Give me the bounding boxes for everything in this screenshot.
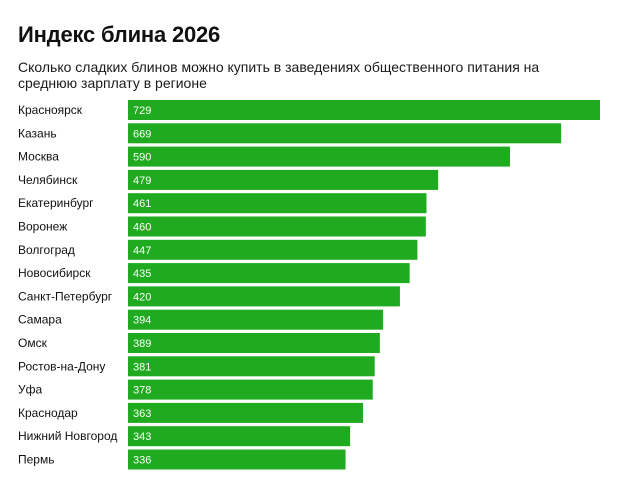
value-label: 447 <box>133 245 151 257</box>
category-label: Челябинск <box>18 173 78 187</box>
value-label: 343 <box>133 431 151 443</box>
value-label: 420 <box>133 291 151 303</box>
bar <box>128 239 418 260</box>
value-label: 363 <box>133 408 151 420</box>
category-label: Самара <box>18 313 62 327</box>
value-label: 729 <box>133 105 151 117</box>
category-label: Пермь <box>18 453 54 467</box>
bar <box>128 333 380 353</box>
bar-row: Уфа 378 <box>18 379 373 400</box>
bar <box>128 379 373 400</box>
bar-row: Казань 669 <box>18 123 562 144</box>
category-label: Ростов-на-Дону <box>18 359 105 373</box>
bar-row: Самара 394 <box>18 309 384 330</box>
value-label: 336 <box>133 455 151 467</box>
category-label: Волгоград <box>18 243 75 257</box>
category-label: Екатеринбург <box>18 196 94 210</box>
category-label: Омск <box>18 336 48 350</box>
value-label: 378 <box>133 385 151 397</box>
chart-subtitle: Сколько сладких блинов можно купить в за… <box>18 59 540 91</box>
bar <box>128 193 427 214</box>
bar-row: Пермь 336 <box>18 449 346 470</box>
bars-group: Красноярск 729 Казань 669 Москва 590 Челябинск… <box>18 100 600 470</box>
bar-row: Санкт-Петербург 420 <box>18 286 400 307</box>
category-label: Краснодар <box>18 406 78 420</box>
value-label: 479 <box>133 175 151 187</box>
bar-row: Челябинск 479 <box>18 169 439 190</box>
bar-row: Ростов-на-Дону 381 <box>18 356 375 377</box>
category-label: Нижний Новгород <box>18 429 117 443</box>
value-label: 669 <box>133 128 151 140</box>
value-label: 460 <box>133 222 151 234</box>
bar <box>128 309 384 330</box>
bar-row: Москва 590 <box>18 146 511 167</box>
value-label: 394 <box>133 315 151 327</box>
bar-row: Новосибирск 435 <box>18 263 410 284</box>
value-label: 381 <box>133 361 151 373</box>
bar <box>128 449 346 470</box>
bar <box>128 100 600 120</box>
value-label: 590 <box>133 152 151 164</box>
bar <box>128 356 375 377</box>
bar-row: Воронеж 460 <box>18 216 426 237</box>
bar <box>128 123 562 144</box>
bar <box>128 263 410 284</box>
bar-row: Краснодар 363 <box>18 402 364 423</box>
category-label: Санкт-Петербург <box>18 289 113 303</box>
category-label: Воронеж <box>18 220 67 234</box>
bar-row: Красноярск 729 <box>18 100 600 120</box>
bar <box>128 216 426 237</box>
bar-row: Омск 389 <box>18 333 380 353</box>
bar-row: Волгоград 447 <box>18 239 418 260</box>
category-label: Уфа <box>18 383 42 397</box>
chart-title: Индекс блина 2026 <box>18 22 221 47</box>
bar <box>128 426 351 447</box>
bar <box>128 286 400 307</box>
category-label: Красноярск <box>18 103 83 117</box>
category-label: Казань <box>18 126 57 140</box>
value-label: 389 <box>133 338 151 350</box>
value-label: 435 <box>133 268 151 280</box>
category-label: Новосибирск <box>18 266 91 280</box>
bar <box>128 402 364 423</box>
category-label: Москва <box>18 150 59 164</box>
bar-row: Нижний Новгород 343 <box>18 426 351 447</box>
bar <box>128 146 511 167</box>
value-label: 461 <box>133 198 151 210</box>
bar <box>128 169 439 190</box>
bar-row: Екатеринбург 461 <box>18 193 427 214</box>
